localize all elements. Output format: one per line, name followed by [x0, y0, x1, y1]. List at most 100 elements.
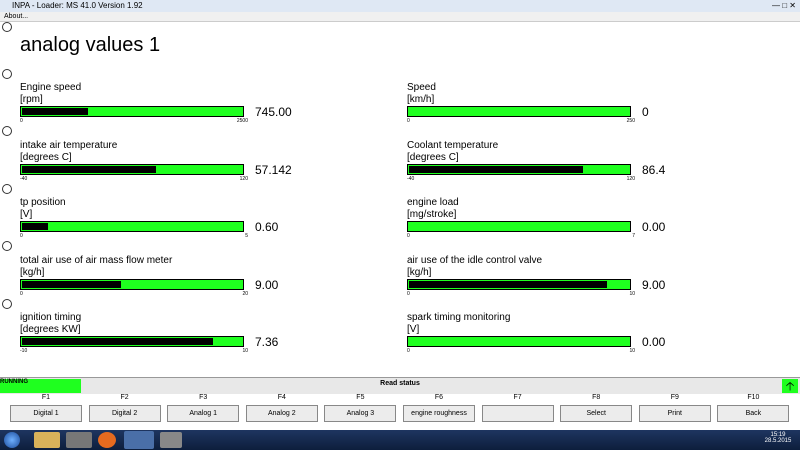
gauge-bar	[407, 278, 631, 290]
gauge-min: 0	[20, 118, 23, 124]
gauge-unit: [rpm]	[20, 94, 43, 105]
gauge-max: 10	[629, 290, 635, 297]
status-message: Read status	[380, 380, 420, 387]
function-button[interactable]: Digital 2	[88, 405, 161, 422]
gauge-bar	[20, 163, 244, 175]
gauge-fill	[409, 165, 583, 173]
function-key-name: F7	[513, 394, 522, 401]
gauge-value: 0.00	[642, 220, 666, 234]
gauge-min: 0	[407, 233, 410, 239]
gauge-value: 57.142	[255, 162, 292, 177]
gauge-unit: [V]	[20, 209, 33, 220]
gauge-value: 0.60	[255, 220, 279, 234]
taskbar: 15:19 28.5.2015	[0, 430, 800, 450]
clock: 15:19 28.5.2015	[760, 432, 796, 444]
function-button[interactable]: Analog 3	[324, 405, 397, 422]
function-key-name: F8	[592, 394, 601, 401]
taskbar-icon[interactable]	[66, 432, 92, 448]
gauge-label: intake air temperature	[20, 139, 118, 151]
gauge-fill	[22, 280, 121, 288]
gauge-fill	[409, 280, 607, 288]
gauge-bar	[407, 163, 631, 175]
radio-marker	[2, 126, 12, 136]
function-button[interactable]: Digital 1	[10, 405, 82, 422]
gauge-unit: [degrees C]	[20, 151, 72, 163]
gauge-unit: [km/h]	[407, 94, 435, 105]
gauge-label: ignition timing	[20, 312, 82, 323]
gauge-min: 0	[407, 348, 410, 354]
gauge-max: 5	[245, 233, 248, 239]
gauge-unit: [V]	[407, 324, 420, 335]
gauge-max: 7	[632, 233, 635, 239]
gauge-min: 0	[407, 290, 410, 297]
gauge-fill	[22, 338, 213, 345]
gauge-value: 7.36	[255, 335, 279, 349]
menu-bar: About...	[0, 12, 800, 22]
function-key-name: F2	[120, 394, 129, 401]
function-button[interactable]	[481, 405, 554, 422]
status-state: RUNNING	[0, 379, 81, 393]
window-title: INPA - Loader: MS 41.0 Version 1.92	[12, 1, 143, 10]
taskbar-icon[interactable]	[98, 432, 116, 448]
function-key-name: F1	[41, 394, 51, 401]
window-controls[interactable]: — □ ✕	[772, 1, 796, 10]
gauge-bar	[20, 336, 244, 347]
radio-marker	[2, 299, 12, 309]
gauge-label: air use of the idle control valve	[407, 254, 543, 266]
function-key-name: F9	[670, 394, 679, 401]
gauge-unit: [degrees KW]	[20, 324, 81, 335]
function-button[interactable]: Back	[717, 405, 790, 422]
radio-marker	[2, 241, 12, 251]
gauge-value: 0	[642, 105, 649, 119]
gauge-bar	[407, 106, 631, 117]
gauge-min: -40	[407, 175, 415, 182]
gauge-fill	[22, 223, 49, 230]
function-button[interactable]: Analog 2	[245, 405, 318, 422]
function-button[interactable]: Analog 1	[167, 405, 240, 422]
gauge-label: spark timing monitoring	[407, 312, 511, 323]
gauge-max: 250	[626, 118, 635, 124]
function-key-name: F4	[277, 394, 286, 401]
gauge-label: Engine speed	[20, 82, 82, 93]
gauge-min: -10	[20, 348, 28, 354]
title-bar: INPA - Loader: MS 41.0 Version 1.92 — □ …	[0, 0, 800, 12]
start-button[interactable]	[4, 432, 20, 448]
radio-marker	[2, 22, 12, 32]
function-button[interactable]: engine roughness	[403, 405, 475, 422]
taskbar-icon[interactable]	[34, 432, 60, 448]
gauge-label: Speed	[407, 82, 436, 93]
function-key-name: F5	[356, 394, 365, 401]
gauge-bar	[20, 278, 244, 290]
status-bar: RUNNING Read status 🡡	[0, 377, 800, 394]
function-key-name: F6	[434, 394, 444, 401]
taskbar-icon[interactable]	[160, 432, 182, 448]
gauge-label: total air use of air mass flow meter	[20, 254, 173, 266]
gauge-value: 9.00	[255, 277, 279, 292]
gauge-min: 0	[20, 233, 23, 239]
gauge-bar	[20, 221, 244, 232]
gauge-fill	[22, 108, 88, 115]
gauge-bar	[20, 106, 244, 117]
gauge-unit: [kg/h]	[20, 266, 45, 278]
gauge-max: 10	[242, 348, 248, 354]
menu-item[interactable]: About...	[4, 13, 29, 20]
function-button[interactable]: Select	[560, 405, 633, 422]
function-button[interactable]: Print	[638, 405, 711, 422]
gauge-fill	[22, 165, 156, 173]
function-key-name: F10	[747, 394, 760, 401]
taskbar-icon[interactable]	[124, 431, 154, 449]
gauge-unit: [kg/h]	[407, 266, 432, 278]
function-key-name: F3	[199, 394, 208, 401]
gauge-min: 0	[407, 118, 410, 124]
radio-marker	[2, 69, 12, 79]
gauge-label: tp position	[20, 197, 66, 208]
screen-title: analog values 1	[20, 34, 161, 56]
gauge-value: 86.4	[642, 162, 666, 177]
gauge-label: Coolant temperature	[407, 139, 499, 151]
gauge-bar	[407, 221, 631, 232]
clock-time: 15:19	[770, 432, 786, 438]
clock-date: 28.5.2015	[764, 438, 792, 444]
gauge-value: 9.00	[642, 277, 666, 292]
gauge-max: 20	[242, 290, 248, 297]
